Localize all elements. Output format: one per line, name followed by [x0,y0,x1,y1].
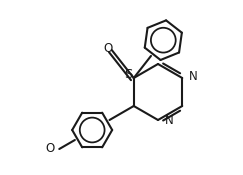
Text: S: S [125,68,133,80]
Text: O: O [103,41,112,54]
Text: N: N [189,71,198,83]
Text: O: O [45,142,54,156]
Text: N: N [165,114,174,128]
